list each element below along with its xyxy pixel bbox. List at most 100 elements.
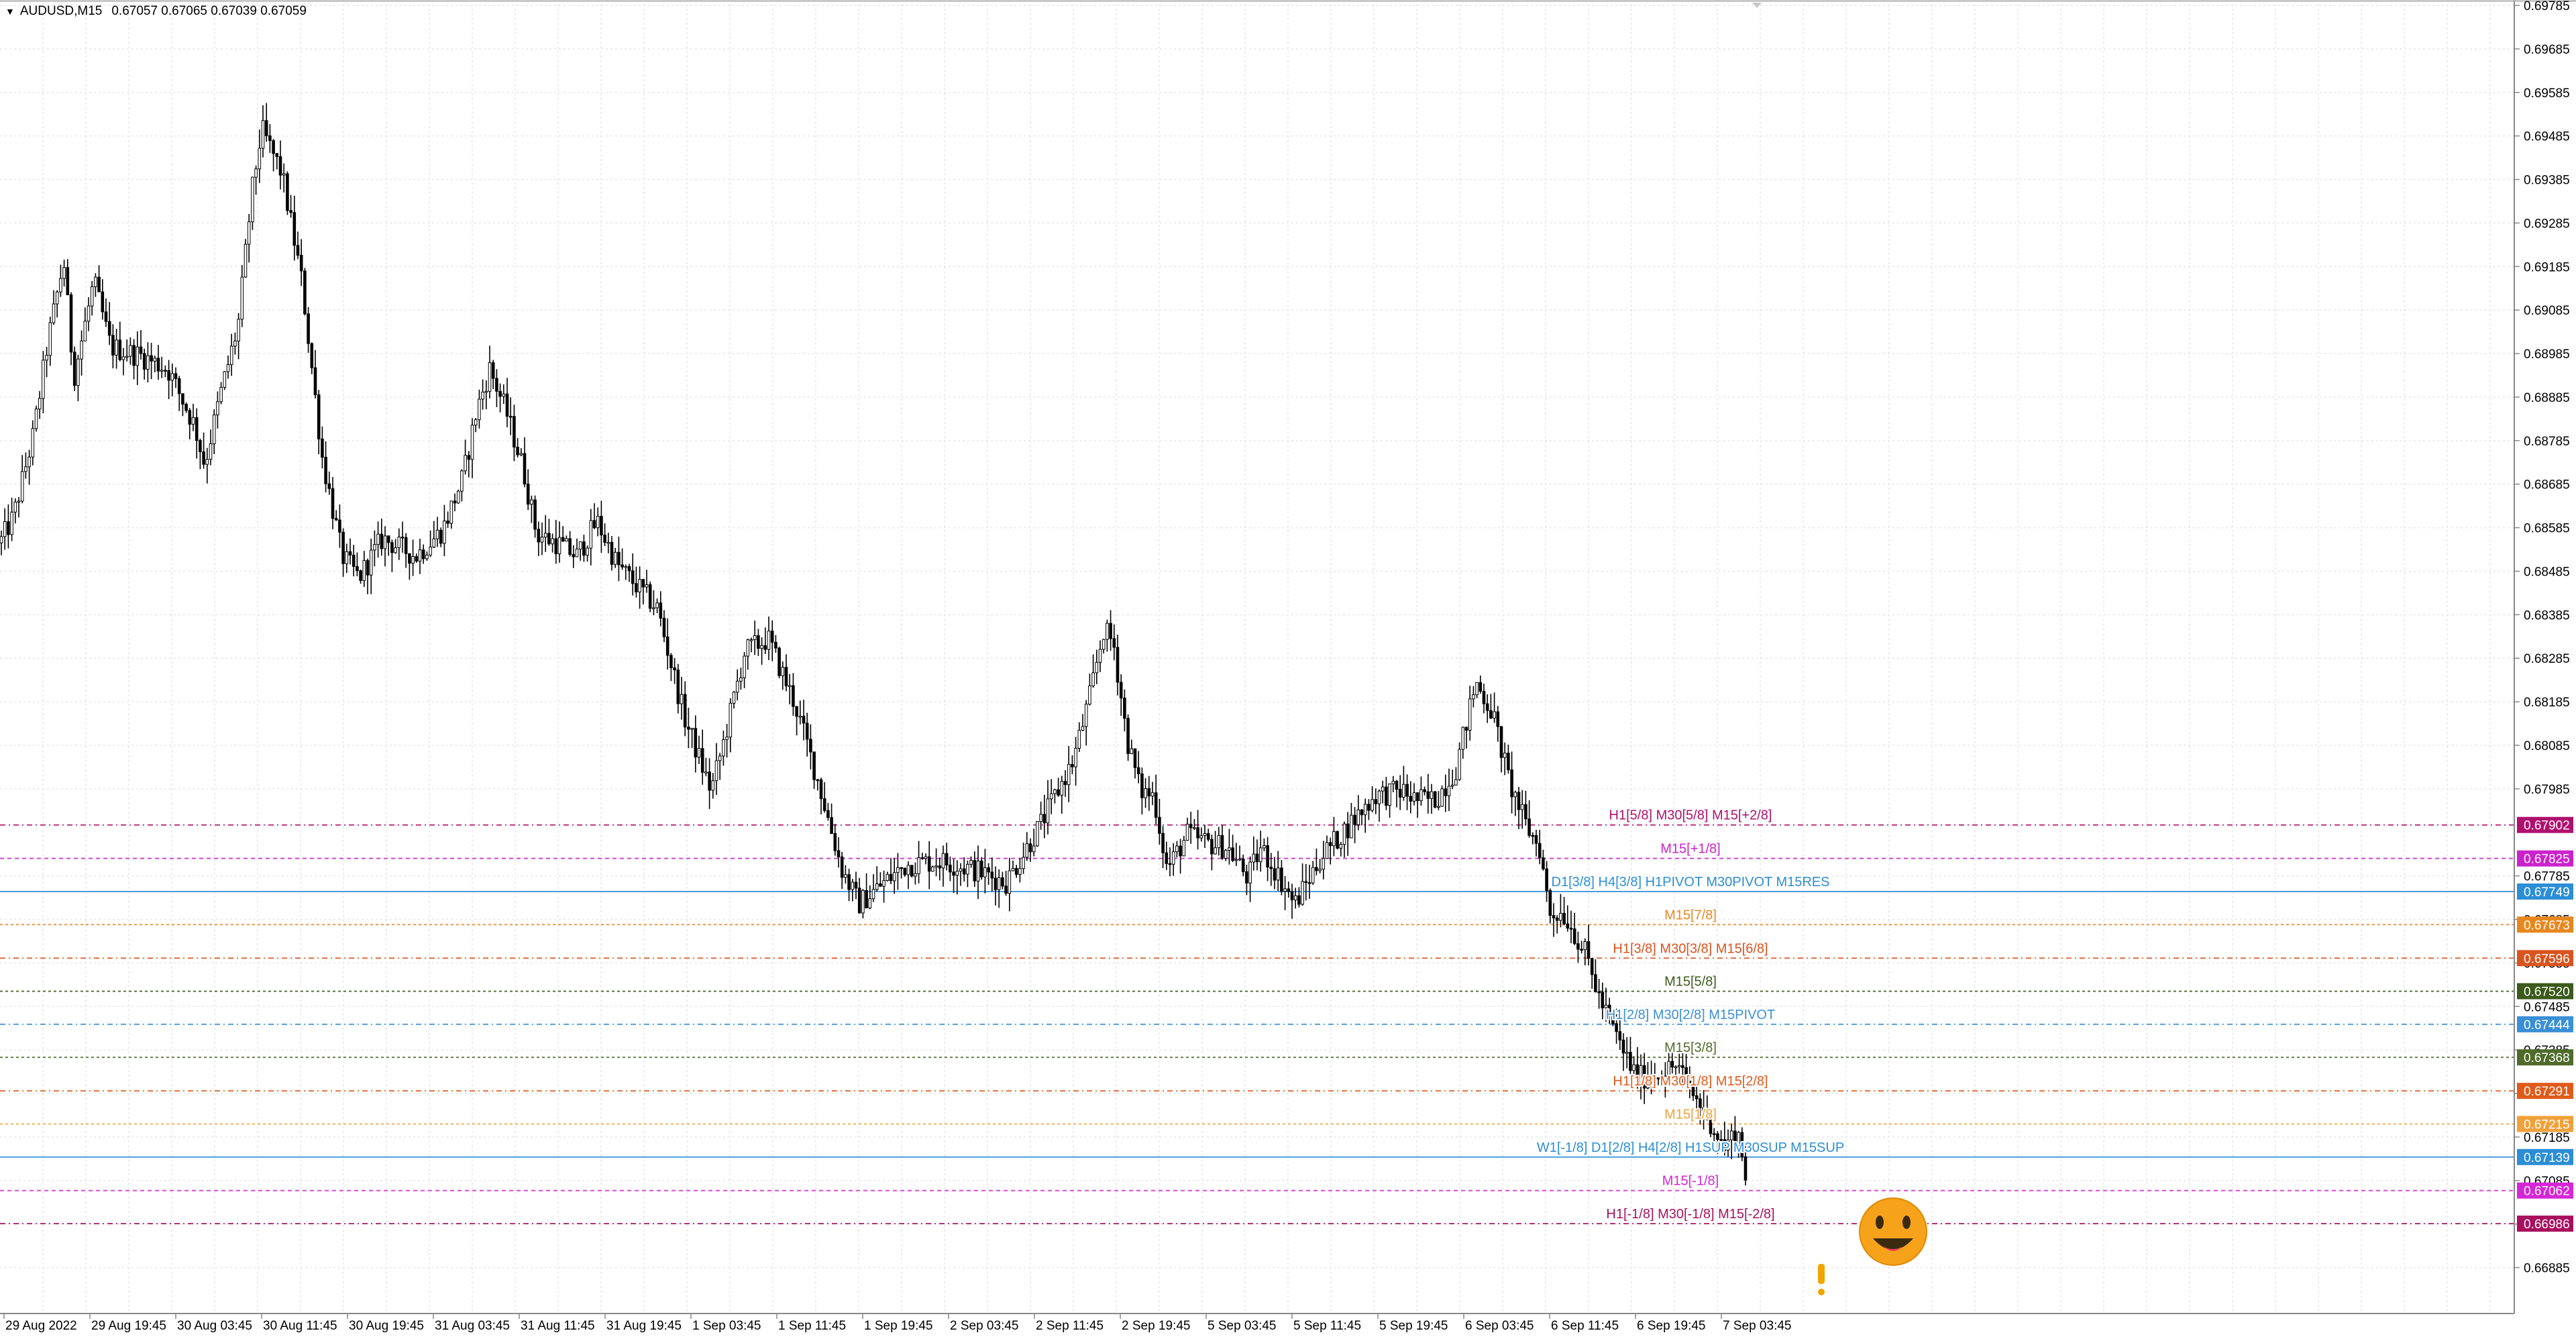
- candle-body: [418, 549, 422, 561]
- candle-body: [1109, 623, 1112, 639]
- candle-body: [272, 140, 275, 154]
- candle-body: [1116, 647, 1120, 683]
- candle-body: [624, 566, 628, 568]
- candle-body: [38, 398, 42, 410]
- candle-body: [917, 857, 920, 874]
- price-tick-label: 0.68885: [2524, 391, 2570, 405]
- candle-body: [1430, 791, 1434, 799]
- candle-body: [725, 737, 729, 741]
- price-tick-label: 0.69285: [2524, 217, 2570, 231]
- candle-body: [1607, 1004, 1611, 1015]
- candle-body: [1405, 784, 1409, 797]
- price-marker-box: [2517, 983, 2573, 1000]
- candle-body: [1566, 923, 1570, 929]
- candle-body: [1280, 867, 1283, 892]
- candle-body: [1677, 1065, 1681, 1067]
- candle-body: [1534, 835, 1538, 844]
- candle-body: [107, 321, 111, 336]
- candle-body: [621, 564, 624, 568]
- candle-body: [1482, 690, 1486, 704]
- price-tick-label: 0.67985: [2524, 783, 2570, 797]
- candle-body: [1077, 730, 1081, 749]
- candle-body: [1468, 698, 1472, 731]
- candle-body: [1255, 853, 1259, 863]
- candle-body: [934, 865, 938, 867]
- candle-body: [840, 856, 844, 878]
- candle-body: [1363, 804, 1367, 816]
- candle-body: [188, 410, 192, 425]
- candle-body: [572, 553, 576, 557]
- candle-body: [1095, 661, 1099, 674]
- price-marker-label: 0.67062: [2524, 1185, 2570, 1199]
- level-label: H1[3/8] M30[3/8] M15[6/8]: [1613, 941, 1768, 956]
- time-tick-label: 6 Sep 19:45: [1637, 1319, 1705, 1333]
- candle-body: [1360, 809, 1364, 816]
- candle-body: [1681, 1065, 1684, 1068]
- candle-body: [1670, 1061, 1674, 1068]
- smiley-face: [1859, 1197, 1927, 1266]
- candle-body: [3, 521, 7, 537]
- candle-body: [1199, 835, 1203, 839]
- candle-body: [1496, 711, 1500, 727]
- price-marker-box: [2517, 1016, 2573, 1032]
- candle-body: [1542, 857, 1545, 869]
- candle-body: [1415, 792, 1419, 802]
- candle-body: [1214, 847, 1217, 855]
- time-tick-label: 7 Sep 03:45: [1723, 1319, 1791, 1333]
- candle-body: [495, 378, 498, 392]
- candle-body: [533, 499, 537, 530]
- smiley-mouth: [1873, 1238, 1913, 1250]
- candle-body: [90, 286, 94, 307]
- candle-body: [212, 414, 216, 445]
- candle-body: [1258, 847, 1263, 863]
- candle-body: [1437, 806, 1440, 808]
- price-tick-label: 0.68685: [2524, 478, 2570, 492]
- candle-body: [851, 881, 855, 890]
- candle-body: [1171, 851, 1175, 865]
- time-tick-label: 31 Aug 11:45: [521, 1319, 595, 1333]
- candle-body: [1583, 941, 1587, 951]
- candle-body: [411, 556, 415, 564]
- candle-body: [1098, 649, 1102, 663]
- candle-body: [48, 322, 52, 356]
- candle-body: [1136, 767, 1140, 774]
- candle-body: [1060, 781, 1064, 796]
- triangle-down-icon[interactable]: ▼: [5, 6, 15, 17]
- candle-body: [523, 453, 527, 484]
- candle-body: [830, 817, 833, 834]
- candle-body: [174, 373, 178, 379]
- candle-body: [456, 490, 460, 504]
- candle-body: [20, 471, 24, 502]
- candle-body: [240, 276, 244, 320]
- candle-body: [307, 313, 310, 344]
- candle-body: [1008, 870, 1012, 894]
- candle-body: [1450, 784, 1454, 787]
- candle-body: [247, 221, 251, 245]
- candle-body: [1220, 835, 1224, 859]
- candle-body: [1538, 843, 1542, 859]
- candle-body: [659, 602, 663, 619]
- candle-body: [1590, 958, 1594, 975]
- candle-body: [289, 210, 292, 213]
- level-label: H1[1/8] M30[1/8] M15[2/8]: [1613, 1074, 1768, 1089]
- candle-body: [383, 535, 387, 549]
- candle-body: [1374, 799, 1378, 804]
- candle-body: [889, 873, 893, 881]
- candle-body: [467, 455, 471, 460]
- price-marker-label: 0.67749: [2524, 886, 2570, 900]
- price-marker-label: 0.67520: [2524, 985, 2570, 1000]
- candle-body: [1322, 858, 1326, 870]
- candle-body: [415, 556, 419, 561]
- candle-body: [1520, 804, 1524, 810]
- candle-body: [1461, 727, 1465, 750]
- candle-body: [973, 860, 977, 881]
- candle-body: [1576, 943, 1580, 950]
- price-tick-label: 0.69385: [2524, 174, 2570, 188]
- candle-body: [557, 537, 561, 554]
- candle-body: [774, 641, 777, 649]
- candle-body: [763, 645, 767, 650]
- candle-body: [1252, 853, 1256, 863]
